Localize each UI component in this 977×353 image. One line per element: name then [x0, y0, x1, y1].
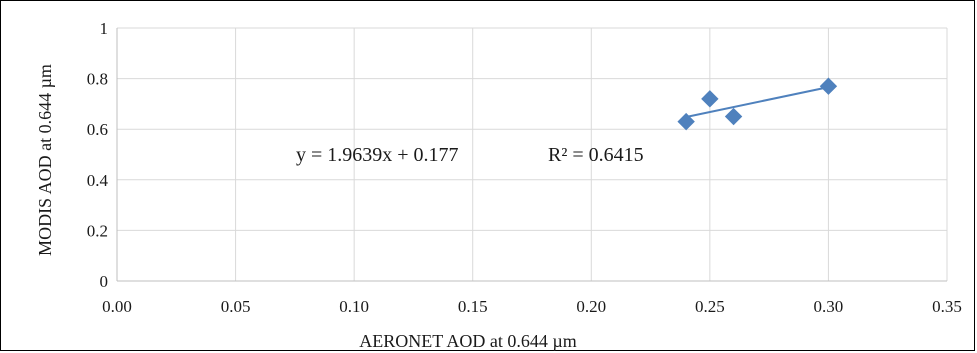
- y-tick-label: 0.8: [87, 70, 108, 89]
- data-point: [701, 90, 719, 108]
- x-tick-label: 0.20: [576, 297, 606, 316]
- data-point: [724, 107, 743, 126]
- x-tick-labels: 0.00 0.05 0.10 0.15 0.20 0.25 0.30 0.35: [102, 297, 962, 316]
- y-tick-label: 1: [100, 19, 109, 38]
- y-tick-labels: 0 0.2 0.4 0.6 0.8 1: [87, 19, 109, 291]
- y-tick-label: 0.4: [87, 171, 109, 190]
- y-tick-label: 0: [100, 272, 109, 291]
- data-point: [819, 77, 838, 95]
- x-tick-label: 0.35: [932, 297, 962, 316]
- x-tick-label: 0.05: [221, 297, 251, 316]
- trendline-layer: [685, 86, 829, 118]
- x-tick-label: 0.25: [695, 297, 725, 316]
- axes: [116, 28, 947, 282]
- x-tick-label: 0.10: [339, 297, 369, 316]
- x-tick-label: 0.15: [458, 297, 488, 316]
- y-tick-label: 0.6: [87, 120, 108, 139]
- y-axis-title: MODIS AOD at 0.644 µm: [35, 64, 55, 256]
- x-tick-label: 0.30: [814, 297, 844, 316]
- data-point: [677, 112, 695, 131]
- x-axis-title: AERONET AOD at 0.644 µm: [359, 331, 577, 351]
- grid-lines: [117, 27, 948, 281]
- r-squared-label: R² = 0.6415: [548, 144, 644, 166]
- y-tick-label: 0.2: [87, 221, 108, 240]
- trendline: [685, 86, 829, 118]
- trendline-equation: y = 1.9639x + 0.177: [296, 144, 459, 166]
- x-tick-label: 0.00: [102, 297, 132, 316]
- data-points: [677, 77, 838, 131]
